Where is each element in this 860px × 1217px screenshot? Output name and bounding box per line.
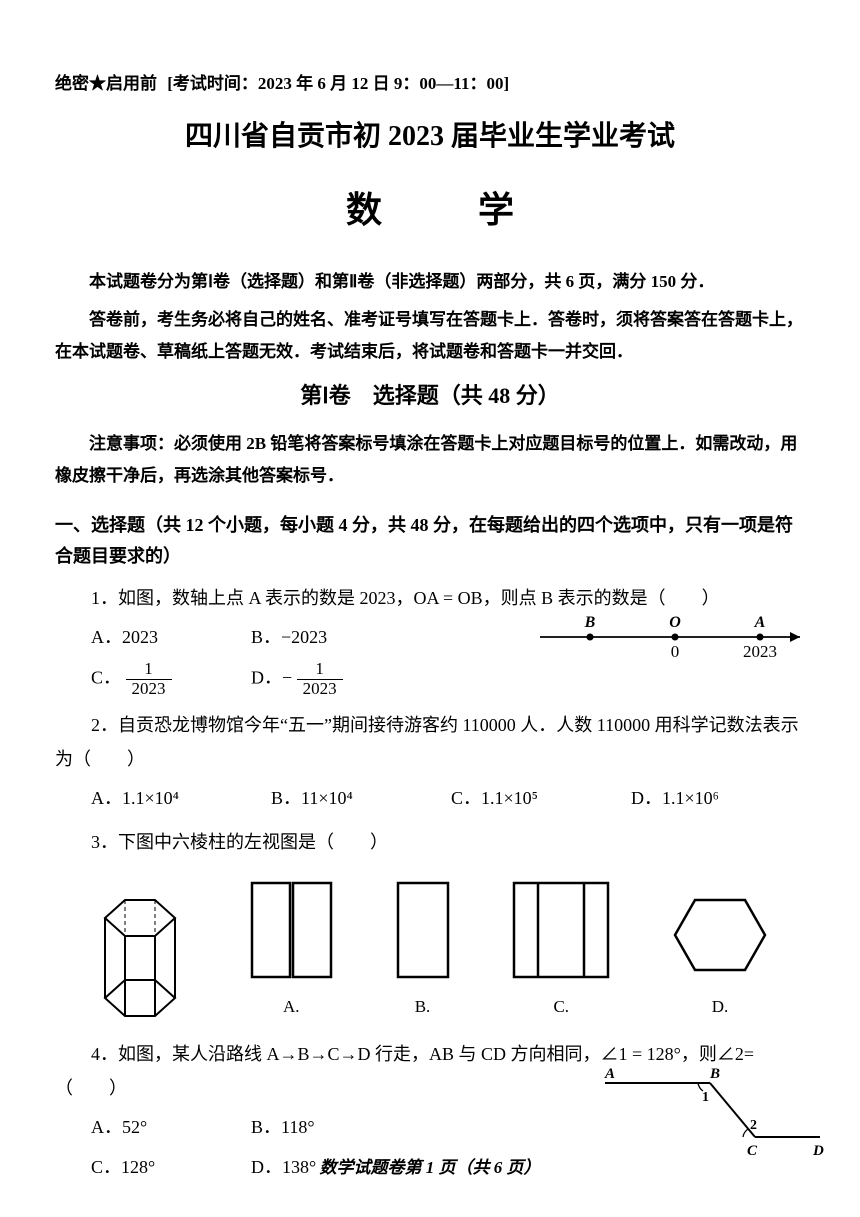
instructions-p2: 答卷前，考生务必将自己的姓名、准考证号填写在答题卡上．答卷时，须将答案答在答题卡…	[55, 304, 805, 369]
confidential-label: 绝密★启用前	[55, 74, 157, 93]
svg-text:O: O	[669, 614, 681, 631]
q2-opt-b: B．11×10⁴	[271, 781, 451, 815]
q3-label-c: C.	[506, 991, 616, 1023]
header-line: 绝密★启用前 [考试时间：2023 年 6 月 12 日 9：00—11：00]	[55, 70, 805, 97]
frac-num: 1	[297, 660, 343, 680]
question-2: 2．自贡恐龙博物馆今年“五一”期间接待游客约 110000 人．人数 11000…	[55, 708, 805, 815]
q4-diagram: A B C D 1 2	[595, 1065, 825, 1165]
q3-opt-a-fig: A.	[244, 875, 339, 1023]
svg-text:1: 1	[702, 1090, 709, 1105]
q1-opt-c: C． 1 2023	[91, 660, 251, 698]
page-footer: 数学试题卷第 1 页（共 6 页）	[0, 1154, 860, 1181]
q3-opt-c-fig: C.	[506, 875, 616, 1023]
q3-label-a: A.	[244, 991, 339, 1023]
q3-label-b: B.	[388, 991, 458, 1023]
q3-figures: A. B. C. D.	[55, 865, 805, 1027]
q2-opt-a: A．1.1×10⁴	[91, 781, 271, 815]
q1-numberline: B O A 0 2023	[535, 611, 815, 671]
question-3: 3．下图中六棱柱的左视图是（ ） A.	[55, 825, 805, 1027]
q3-text: 3．下图中六棱柱的左视图是（ ）	[55, 825, 805, 859]
q2-opt-c: C．1.1×10⁵	[451, 781, 631, 815]
q1-opt-a: A．2023	[91, 620, 251, 654]
subject-title: 数 学	[55, 182, 805, 240]
q1-opt-d: D．− 1 2023	[251, 660, 411, 698]
numberline-svg: B O A 0 2023	[535, 611, 815, 671]
frac-den: 2023	[297, 680, 343, 699]
exam-time: [考试时间：2023 年 6 月 12 日 9：00—11：00]	[167, 74, 509, 93]
q3-opt-d-fig: D.	[665, 885, 775, 1023]
section-title: 第Ⅰ卷 选择题（共 48 分）	[55, 378, 805, 413]
question-1: 1．如图，数轴上点 A 表示的数是 2023，OA = OB，则点 B 表示的数…	[55, 581, 805, 698]
q4-opt-a: A．52°	[91, 1110, 251, 1144]
q3-prism	[85, 888, 195, 1023]
svg-text:2: 2	[750, 1118, 757, 1133]
q1-optd-prefix: D．−	[251, 667, 292, 687]
svg-text:B: B	[584, 614, 596, 631]
q2-text: 2．自贡恐龙博物馆今年“五一”期间接待游客约 110000 人．人数 11000…	[55, 708, 805, 776]
q1-opt-b: B．−2023	[251, 620, 411, 654]
q1-optc-frac: 1 2023	[126, 660, 172, 698]
q3-label-d: D.	[665, 991, 775, 1023]
svg-text:A: A	[604, 1066, 615, 1082]
q1-optd-frac: 1 2023	[297, 660, 343, 698]
q2-opt-d: D．1.1×10⁶	[631, 781, 791, 815]
q4-opt-b: B．118°	[251, 1110, 411, 1144]
svg-text:0: 0	[671, 642, 680, 661]
frac-den: 2023	[126, 680, 172, 699]
svg-text:B: B	[709, 1066, 720, 1082]
q3-opt-b-fig: B.	[388, 875, 458, 1023]
svg-text:A: A	[754, 614, 766, 631]
part1-heading: 一、选择题（共 12 个小题，每小题 4 分，共 48 分，在每题给出的四个选项…	[55, 510, 805, 571]
instructions-p1: 本试题卷分为第Ⅰ卷（选择题）和第Ⅱ卷（非选择题）两部分，共 6 页，满分 150…	[55, 266, 805, 298]
svg-text:2023: 2023	[743, 642, 777, 661]
note: 注意事项：必须使用 2B 铅笔将答案标号填涂在答题卡上对应题目标号的位置上．如需…	[55, 428, 805, 493]
main-title: 四川省自贡市初 2023 届毕业生学业考试	[55, 115, 805, 160]
frac-num: 1	[126, 660, 172, 680]
q1-optc-prefix: C．	[91, 667, 121, 687]
